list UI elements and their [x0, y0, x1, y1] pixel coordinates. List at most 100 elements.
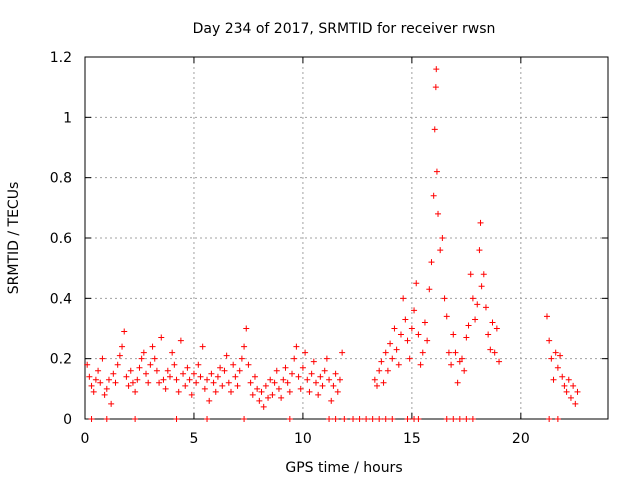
data-point — [103, 385, 110, 392]
data-point — [432, 84, 439, 91]
data-point — [223, 352, 230, 359]
data-point — [88, 416, 95, 422]
x-axis-label: GPS time / hours — [285, 460, 402, 476]
data-point — [548, 355, 555, 362]
data-point — [132, 388, 139, 395]
data-point — [441, 295, 448, 302]
data-point — [241, 343, 248, 350]
data-point — [559, 373, 566, 380]
data-point — [86, 373, 93, 380]
data-point — [265, 394, 272, 401]
data-point — [214, 373, 221, 380]
data-point — [284, 379, 291, 386]
data-point — [136, 364, 143, 371]
data-point — [376, 416, 383, 422]
data-point — [254, 385, 261, 392]
data-point — [328, 397, 335, 404]
data-point — [413, 280, 420, 287]
data-point — [249, 391, 256, 398]
data-point — [393, 346, 400, 353]
data-point — [552, 349, 559, 356]
data-point — [145, 379, 152, 386]
data-point — [426, 286, 433, 293]
data-point — [105, 376, 112, 383]
data-point — [417, 361, 424, 368]
data-point — [140, 349, 147, 356]
y-tick-label: 0.6 — [50, 231, 72, 247]
data-point — [433, 66, 440, 73]
data-point — [132, 416, 139, 422]
data-point — [496, 358, 503, 365]
data-point — [570, 382, 577, 389]
data-point — [317, 373, 324, 380]
y-tick-label: 1 — [63, 110, 72, 126]
data-point — [428, 259, 435, 266]
data-point — [382, 416, 389, 422]
data-point — [482, 304, 489, 311]
data-point — [238, 355, 245, 362]
data-point — [448, 361, 455, 368]
data-point — [162, 385, 169, 392]
data-point — [153, 367, 160, 374]
data-point — [262, 382, 269, 389]
data-point — [419, 349, 426, 356]
y-tick-label: 1.2 — [50, 50, 72, 66]
data-point — [391, 325, 398, 332]
data-point — [319, 382, 326, 389]
data-point — [450, 331, 457, 338]
data-point — [557, 352, 564, 359]
data-point — [421, 319, 428, 326]
data-point — [543, 313, 550, 320]
data-point — [463, 334, 470, 341]
data-point — [297, 385, 304, 392]
data-point — [234, 382, 241, 389]
data-point — [99, 355, 106, 362]
data-point — [186, 376, 193, 383]
data-point — [282, 364, 289, 371]
data-point — [480, 271, 487, 278]
data-point — [382, 349, 389, 356]
data-point — [550, 376, 557, 383]
data-point — [356, 416, 363, 422]
data-point — [493, 325, 500, 332]
data-point — [232, 373, 239, 380]
data-point — [478, 283, 485, 290]
data-point — [164, 367, 171, 374]
data-point — [219, 382, 226, 389]
data-point — [312, 379, 319, 386]
data-point — [267, 376, 274, 383]
data-point — [456, 358, 463, 365]
data-point — [230, 361, 237, 368]
data-point — [369, 416, 376, 422]
data-point — [323, 355, 330, 362]
data-point — [193, 379, 200, 386]
data-point — [546, 416, 553, 422]
data-point — [574, 388, 581, 395]
data-point — [119, 343, 126, 350]
data-point — [90, 388, 97, 395]
data-point — [243, 325, 250, 332]
data-point — [332, 416, 339, 422]
data-point — [225, 379, 232, 386]
data-point — [190, 370, 197, 377]
data-point — [491, 349, 498, 356]
data-point — [173, 376, 180, 383]
x-tick-label: 10 — [294, 431, 312, 447]
data-point — [376, 367, 383, 374]
data-point — [245, 361, 252, 368]
data-point — [485, 331, 492, 338]
data-point — [88, 382, 95, 389]
data-point — [108, 400, 115, 407]
data-point — [169, 349, 176, 356]
data-point — [84, 361, 91, 368]
data-point — [321, 367, 328, 374]
data-point — [182, 382, 189, 389]
data-point — [280, 376, 287, 383]
data-point — [160, 376, 167, 383]
data-point — [489, 319, 496, 326]
data-point — [151, 355, 158, 362]
data-point — [275, 385, 282, 392]
data-point — [461, 367, 468, 374]
data-point — [389, 416, 396, 422]
data-point — [439, 235, 446, 241]
